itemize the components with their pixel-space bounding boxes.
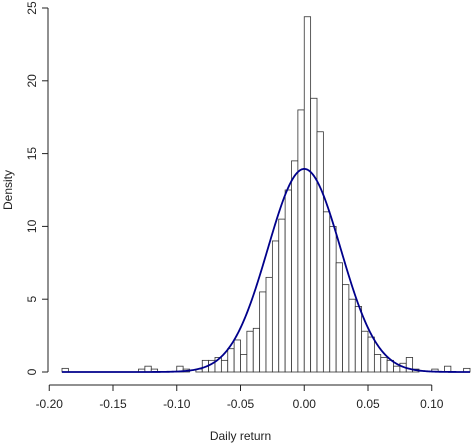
axes: -0.20 -0.15 -0.10 -0.05 0.00 0.05 0.10 0 5 10 15 20… (25, 1, 444, 411)
histogram-bar (297, 109, 305, 373)
histogram-bar (393, 365, 401, 373)
x-tick-label: 0.10 (420, 397, 444, 411)
histogram-bars (61, 16, 471, 373)
x-tick-label: 0.05 (356, 397, 380, 411)
histogram-bar (303, 16, 312, 373)
x-axis-title: Daily return (210, 429, 271, 443)
histogram-bar (271, 240, 280, 373)
density-curve-layer (62, 168, 470, 373)
histogram-bar (373, 354, 382, 373)
histogram-bar (284, 189, 292, 373)
y-tick-label: 25 (25, 1, 39, 15)
x-tick-label: -0.10 (163, 397, 191, 411)
histogram-bar (252, 327, 261, 373)
histogram-bar (361, 330, 369, 373)
histogram-bar (380, 357, 388, 373)
histogram-bar (335, 262, 343, 373)
histogram-bar (310, 97, 318, 373)
histogram-bar (233, 339, 241, 373)
histogram-bar (246, 330, 254, 373)
y-tick-label: 15 (25, 147, 39, 161)
histogram-bar (220, 359, 229, 373)
x-tick-label: -0.15 (99, 397, 127, 411)
histogram-bar (316, 131, 324, 373)
histogram-bar (342, 284, 350, 373)
y-tick-label: 0 (25, 368, 39, 375)
histogram-bar (278, 218, 286, 373)
histogram-bar (405, 357, 414, 373)
y-axis-title: Density (1, 170, 15, 210)
y-tick-label: 20 (25, 74, 39, 88)
histogram-bar (259, 291, 267, 373)
y-tick-label: 5 (25, 296, 39, 303)
histogram-bar (240, 354, 248, 373)
histogram-bar (227, 348, 235, 373)
y-tick-label: 10 (25, 219, 39, 233)
histogram-bar (348, 298, 356, 373)
histogram-bar (322, 211, 331, 373)
histogram-bar (265, 276, 273, 373)
x-tick-label: -0.05 (227, 397, 255, 411)
histogram-bar (291, 160, 299, 373)
histogram-bar (354, 306, 363, 373)
x-tick-label: 0.00 (293, 397, 317, 411)
density-curve (62, 168, 470, 373)
histogram-bar (367, 336, 375, 373)
histogram-bar (329, 225, 337, 373)
x-tick-label: -0.20 (36, 397, 64, 411)
